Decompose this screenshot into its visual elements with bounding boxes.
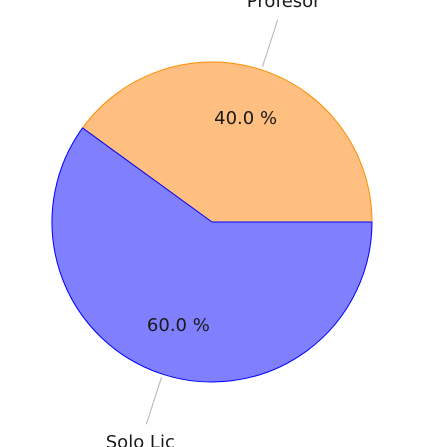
pie-slices [51,61,373,383]
percent-label: 40.0 % [214,108,277,129]
leader-lines [145,19,279,425]
category-label: Profesor [247,0,321,12]
slice-labels: 40.0 % Profesor 60.0 % Solo Lic [106,0,321,447]
percent-label: 60.0 % [147,315,210,336]
leader-line [145,377,163,425]
pie-slice-profesor [82,61,373,223]
category-label: Solo Lic [106,432,175,447]
pie-slice-solo-lic [51,127,373,383]
leader-line [261,19,279,67]
